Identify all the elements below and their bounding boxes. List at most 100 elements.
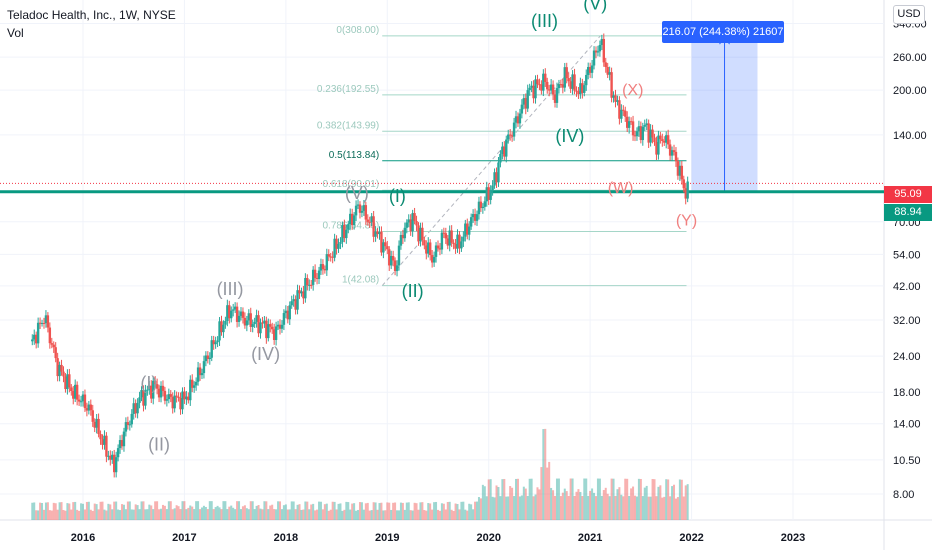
candle-body: [175, 395, 178, 397]
volume-bar: [197, 501, 200, 520]
volume-bar: [195, 501, 198, 520]
volume-bar: [618, 487, 621, 520]
candle-body: [304, 278, 307, 299]
candle-body: [598, 44, 602, 52]
volume-bar: [509, 486, 512, 520]
candle-body: [191, 379, 194, 388]
volume-bar: [282, 505, 285, 520]
candle-body: [466, 223, 469, 235]
volume-bar: [327, 510, 330, 520]
candle-body: [315, 277, 319, 279]
volume-bar: [581, 496, 584, 520]
candle-body: [450, 230, 453, 243]
volume-bar: [314, 510, 317, 520]
volume-bar: [614, 495, 617, 520]
currency-button[interactable]: USD: [893, 5, 925, 24]
candle-body: [483, 201, 487, 207]
volume-bar: [321, 509, 324, 520]
volume-bar: [589, 490, 592, 520]
candle-body: [567, 78, 570, 82]
volume-bar: [674, 498, 677, 520]
candle-body: [590, 65, 594, 73]
volume-bar: [230, 505, 233, 520]
candle-body: [428, 242, 432, 256]
volume-bar: [304, 501, 307, 520]
candle-body: [228, 305, 231, 319]
time-tick-label: 2018: [274, 532, 298, 544]
volume-bar: [534, 494, 537, 520]
candle-body: [111, 454, 114, 460]
candle-body: [356, 204, 360, 206]
candlesticks: [31, 33, 689, 478]
volume-bar: [58, 502, 61, 520]
candle-body: [83, 394, 87, 409]
volume-bar: [140, 501, 143, 520]
volume-bar: [624, 478, 627, 520]
wave-label-red: (W): [608, 180, 634, 197]
candle-body: [532, 85, 535, 99]
volume-bar: [620, 494, 623, 520]
volume-bar: [238, 501, 241, 520]
candle-body: [680, 165, 684, 180]
volume-bar: [353, 503, 356, 520]
volume-bar: [54, 503, 57, 520]
candle-body: [196, 367, 200, 382]
candle-body: [159, 385, 163, 398]
candle-body: [663, 141, 666, 143]
candle-body: [247, 313, 250, 321]
volume-bar: [606, 493, 609, 520]
candle-body: [547, 89, 551, 91]
volume-bar: [193, 509, 196, 520]
volume-bar: [466, 510, 469, 520]
volume-bar: [259, 508, 262, 520]
candle-body: [454, 243, 457, 249]
volume-bar: [437, 509, 439, 520]
candle-body: [265, 320, 268, 339]
candle-body: [657, 135, 660, 155]
volume-bar: [538, 489, 541, 520]
candle-body: [508, 134, 512, 136]
volume-bar: [532, 496, 535, 520]
volume-bar: [585, 478, 588, 520]
volume-bar: [101, 501, 104, 520]
candle-body: [327, 254, 330, 257]
candle-body: [631, 121, 635, 136]
volume-bar: [173, 508, 176, 520]
volume-bar: [419, 502, 422, 520]
volume-bar: [228, 506, 231, 520]
candle-body: [530, 85, 533, 88]
candle-body: [165, 399, 169, 401]
volume-bar: [583, 478, 586, 520]
volume-bar: [602, 490, 605, 520]
candle-body: [73, 384, 77, 399]
candle-body: [386, 246, 389, 250]
candle-body: [350, 213, 354, 226]
wave-label-green: (III): [531, 11, 558, 31]
volume-bar: [277, 501, 280, 520]
volume-bar: [565, 491, 568, 520]
volume-bar: [175, 505, 178, 520]
volume-bar: [366, 502, 369, 520]
candle-body: [85, 408, 89, 411]
volume-bar: [251, 501, 254, 520]
time-axis: 2016 2017 2018 2019 2020 2021 2022 2023: [71, 532, 805, 544]
volume-bar: [396, 510, 399, 520]
volume-bar: [156, 501, 159, 520]
candle-body: [637, 126, 641, 132]
candle-body: [423, 240, 426, 246]
volume-bar: [126, 501, 129, 520]
candle-body: [89, 404, 93, 411]
candle-body: [206, 355, 210, 360]
candle-body: [551, 84, 555, 95]
volume-bar: [548, 461, 551, 520]
volume-bar: [130, 509, 133, 520]
time-tick-label: 2017: [172, 532, 196, 544]
volume-bar: [680, 479, 683, 520]
volume-bar: [261, 509, 264, 520]
time-tick-label: 2016: [71, 532, 95, 544]
chart-title: Teladoc Health, Inc., 1W, NYSE: [7, 8, 176, 22]
candle-body: [581, 83, 584, 93]
volume-bar: [511, 487, 514, 520]
candle-body: [226, 305, 229, 321]
